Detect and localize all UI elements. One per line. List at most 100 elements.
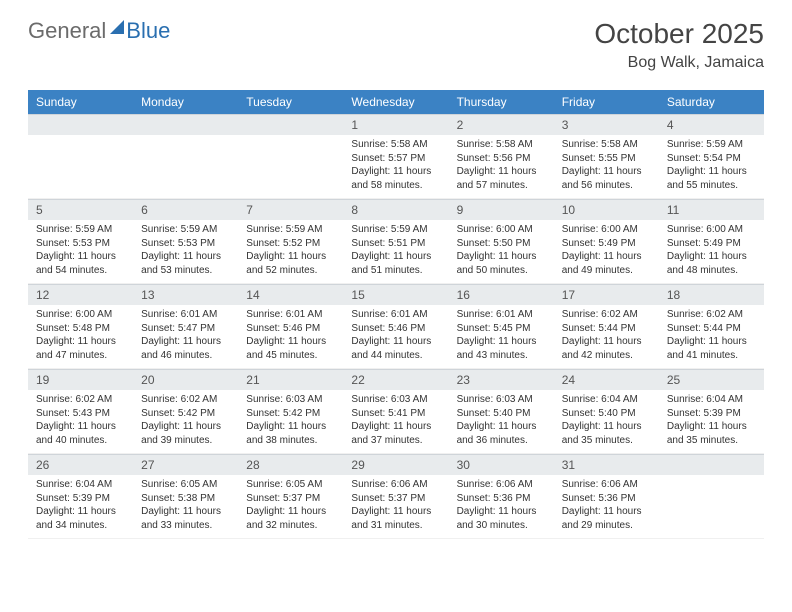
day-content: Sunrise: 6:04 AMSunset: 5:39 PMDaylight:… [28, 475, 133, 538]
day-line-daylight2: and 48 minutes. [667, 264, 756, 278]
day-line-sunrise: Sunrise: 5:58 AM [457, 138, 546, 152]
day-line-daylight1: Daylight: 11 hours [457, 420, 546, 434]
day-line-sunset: Sunset: 5:37 PM [246, 492, 335, 506]
day-number: 8 [343, 199, 448, 220]
day-content: Sunrise: 5:59 AMSunset: 5:51 PMDaylight:… [343, 220, 448, 283]
day-line-daylight2: and 38 minutes. [246, 434, 335, 448]
day-line-daylight1: Daylight: 11 hours [246, 505, 335, 519]
logo-triangle-icon [110, 20, 124, 34]
calendar-cell: 12Sunrise: 6:00 AMSunset: 5:48 PMDayligh… [28, 284, 133, 369]
day-number: 7 [238, 199, 343, 220]
day-line-daylight1: Daylight: 11 hours [457, 250, 546, 264]
day-line-sunset: Sunset: 5:47 PM [141, 322, 230, 336]
calendar-cell: 17Sunrise: 6:02 AMSunset: 5:44 PMDayligh… [554, 284, 659, 369]
day-line-daylight1: Daylight: 11 hours [562, 165, 651, 179]
calendar-week-row: 19Sunrise: 6:02 AMSunset: 5:43 PMDayligh… [28, 369, 764, 454]
day-line-daylight1: Daylight: 11 hours [246, 420, 335, 434]
day-line-daylight1: Daylight: 11 hours [351, 335, 440, 349]
day-line-daylight1: Daylight: 11 hours [457, 165, 546, 179]
day-content: Sunrise: 5:58 AMSunset: 5:56 PMDaylight:… [449, 135, 554, 198]
day-line-sunrise: Sunrise: 6:02 AM [562, 308, 651, 322]
day-line-daylight1: Daylight: 11 hours [351, 250, 440, 264]
day-line-sunrise: Sunrise: 6:01 AM [457, 308, 546, 322]
day-line-sunset: Sunset: 5:54 PM [667, 152, 756, 166]
day-number: 22 [343, 369, 448, 390]
day-number-empty [28, 114, 133, 135]
day-line-daylight2: and 30 minutes. [457, 519, 546, 533]
day-number: 26 [28, 454, 133, 475]
day-line-sunset: Sunset: 5:36 PM [457, 492, 546, 506]
calendar-cell: 20Sunrise: 6:02 AMSunset: 5:42 PMDayligh… [133, 369, 238, 454]
day-header: Thursday [449, 90, 554, 114]
day-header: Wednesday [343, 90, 448, 114]
day-line-sunset: Sunset: 5:37 PM [351, 492, 440, 506]
day-line-sunrise: Sunrise: 6:00 AM [562, 223, 651, 237]
calendar-cell: 25Sunrise: 6:04 AMSunset: 5:39 PMDayligh… [659, 369, 764, 454]
day-number: 9 [449, 199, 554, 220]
day-line-daylight1: Daylight: 11 hours [246, 335, 335, 349]
day-content-empty [659, 475, 764, 529]
day-line-sunset: Sunset: 5:51 PM [351, 237, 440, 251]
day-content: Sunrise: 6:05 AMSunset: 5:38 PMDaylight:… [133, 475, 238, 538]
calendar-week-row: 26Sunrise: 6:04 AMSunset: 5:39 PMDayligh… [28, 454, 764, 539]
calendar-week-row: 5Sunrise: 5:59 AMSunset: 5:53 PMDaylight… [28, 199, 764, 284]
day-header-row: SundayMondayTuesdayWednesdayThursdayFrid… [28, 90, 764, 114]
day-content: Sunrise: 6:02 AMSunset: 5:44 PMDaylight:… [554, 305, 659, 368]
day-line-sunrise: Sunrise: 6:00 AM [457, 223, 546, 237]
day-line-sunrise: Sunrise: 5:58 AM [562, 138, 651, 152]
day-line-daylight1: Daylight: 11 hours [457, 335, 546, 349]
day-line-sunset: Sunset: 5:49 PM [667, 237, 756, 251]
day-line-daylight2: and 32 minutes. [246, 519, 335, 533]
day-line-sunrise: Sunrise: 6:05 AM [141, 478, 230, 492]
day-line-daylight2: and 57 minutes. [457, 179, 546, 193]
day-content: Sunrise: 6:00 AMSunset: 5:50 PMDaylight:… [449, 220, 554, 283]
day-line-sunset: Sunset: 5:46 PM [351, 322, 440, 336]
day-line-daylight1: Daylight: 11 hours [351, 505, 440, 519]
month-title: October 2025 [594, 18, 764, 50]
calendar-cell: 30Sunrise: 6:06 AMSunset: 5:36 PMDayligh… [449, 454, 554, 539]
day-number-empty [133, 114, 238, 135]
calendar-cell: 9Sunrise: 6:00 AMSunset: 5:50 PMDaylight… [449, 199, 554, 284]
calendar-cell: 2Sunrise: 5:58 AMSunset: 5:56 PMDaylight… [449, 114, 554, 199]
day-header: Friday [554, 90, 659, 114]
day-line-daylight2: and 35 minutes. [562, 434, 651, 448]
day-line-daylight1: Daylight: 11 hours [141, 250, 230, 264]
day-line-sunrise: Sunrise: 6:06 AM [457, 478, 546, 492]
day-number: 30 [449, 454, 554, 475]
logo-word-1: General [28, 18, 106, 44]
day-line-sunrise: Sunrise: 6:00 AM [667, 223, 756, 237]
day-line-sunset: Sunset: 5:55 PM [562, 152, 651, 166]
day-content: Sunrise: 6:03 AMSunset: 5:41 PMDaylight:… [343, 390, 448, 453]
day-line-sunrise: Sunrise: 6:01 AM [246, 308, 335, 322]
day-number: 4 [659, 114, 764, 135]
day-line-sunset: Sunset: 5:53 PM [36, 237, 125, 251]
day-content-empty [238, 135, 343, 189]
day-line-sunrise: Sunrise: 6:00 AM [36, 308, 125, 322]
day-line-daylight1: Daylight: 11 hours [667, 335, 756, 349]
day-line-daylight2: and 47 minutes. [36, 349, 125, 363]
day-content: Sunrise: 5:59 AMSunset: 5:52 PMDaylight:… [238, 220, 343, 283]
calendar-cell: 6Sunrise: 5:59 AMSunset: 5:53 PMDaylight… [133, 199, 238, 284]
day-number: 5 [28, 199, 133, 220]
day-line-daylight2: and 35 minutes. [667, 434, 756, 448]
calendar-cell: 16Sunrise: 6:01 AMSunset: 5:45 PMDayligh… [449, 284, 554, 369]
day-line-sunrise: Sunrise: 5:59 AM [667, 138, 756, 152]
calendar-cell: 5Sunrise: 5:59 AMSunset: 5:53 PMDaylight… [28, 199, 133, 284]
day-line-daylight2: and 55 minutes. [667, 179, 756, 193]
day-line-sunrise: Sunrise: 6:04 AM [36, 478, 125, 492]
day-line-daylight1: Daylight: 11 hours [667, 165, 756, 179]
day-line-daylight2: and 29 minutes. [562, 519, 651, 533]
calendar-head: SundayMondayTuesdayWednesdayThursdayFrid… [28, 90, 764, 114]
day-line-daylight1: Daylight: 11 hours [246, 250, 335, 264]
day-content-empty [28, 135, 133, 189]
day-line-sunset: Sunset: 5:40 PM [562, 407, 651, 421]
calendar-cell: 23Sunrise: 6:03 AMSunset: 5:40 PMDayligh… [449, 369, 554, 454]
day-line-daylight2: and 40 minutes. [36, 434, 125, 448]
day-line-sunset: Sunset: 5:38 PM [141, 492, 230, 506]
calendar-body: 1Sunrise: 5:58 AMSunset: 5:57 PMDaylight… [28, 114, 764, 539]
day-content: Sunrise: 6:04 AMSunset: 5:39 PMDaylight:… [659, 390, 764, 453]
day-number: 23 [449, 369, 554, 390]
day-line-sunset: Sunset: 5:46 PM [246, 322, 335, 336]
calendar-cell [133, 114, 238, 199]
day-number: 10 [554, 199, 659, 220]
